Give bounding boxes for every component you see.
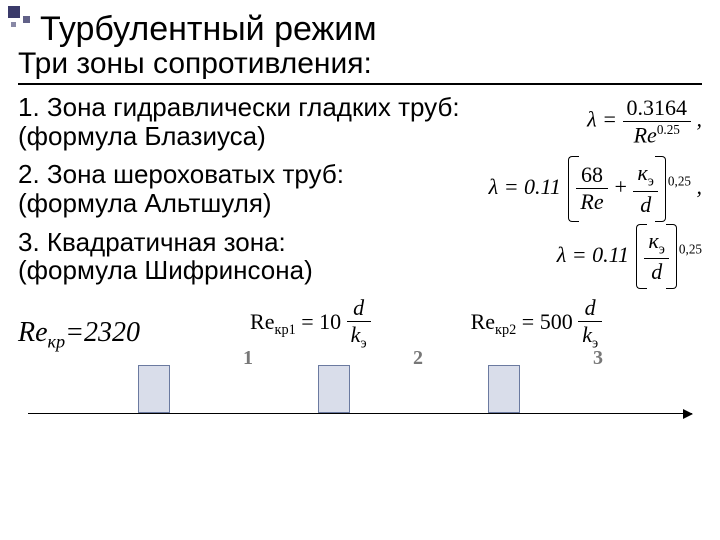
zone-box-2 [318,365,350,413]
zone1-line1: 1. Зона гидравлически гладких труб: [18,92,460,122]
zone1-formula: λ = 0.3164 Re0.25 , [587,95,702,148]
re-symbol: Re [634,122,657,147]
zone2-line1: 2. Зона шероховатых труб: [18,159,344,189]
zone2-line2: (формула Альтшуля) [18,188,272,218]
k-rough3: к [648,228,658,253]
zone3-line2: (формула Шифринсона) [18,255,313,285]
k-rough: к [637,160,647,185]
zone3-line1: 3. Квадратичная зона: [18,227,286,257]
zone-2: 2. Зона шероховатых труб: (формула Альтш… [18,160,702,217]
zones-diagram: 1 2 3 [28,360,692,420]
zone-1: 1. Зона гидравлически гладких труб: (фор… [18,93,702,150]
altshul-re: Re [576,189,607,215]
reynolds-row: Reкр=2320 Reкр1 = 10 d kэ Reкр2 = 500 d … [18,295,702,352]
shifrin-coef: 0.11 [592,241,629,266]
k-sub: э [648,174,654,190]
altshul-coef: 0.11 [524,174,561,199]
lambda-symbol: λ [587,107,597,132]
d-symbol3: d [644,259,668,285]
re-exponent: 0.25 [657,122,680,137]
zone-label-1: 1 [238,347,258,370]
re-kr2-formula: Reкр2 = 500 d kэ [471,295,603,352]
zone-box-3 [488,365,520,413]
re-kr1-formula: Reкр1 = 10 d kэ [250,295,371,352]
blasius-numerator: 0.3164 [623,95,692,122]
zone-3: 3. Квадратичная зона: (формула Шифринсон… [18,228,702,285]
altshul-68: 68 [576,162,607,189]
re-critical: Reкр=2320 [18,317,140,353]
zone-label-3: 3 [588,347,608,370]
k-sub3: э [659,241,665,257]
axis-line [28,413,692,414]
shifrin-exp: 0,25 [679,241,702,256]
zone3-formula: λ = 0.11 кэ d 0,25 [557,228,702,285]
subtitle: Три зоны сопротивления: [18,47,702,85]
zone-label-2: 2 [408,347,428,370]
zone1-line2: (формула Блазиуса) [18,121,266,151]
page-title: Турбулентный режим [40,10,702,49]
d-symbol: d [633,192,657,218]
zone-box-1 [138,365,170,413]
zone2-formula: λ = 0.11 68 Re + кэ d 0,25 , [489,160,702,217]
altshul-exp: 0,25 [668,174,691,189]
